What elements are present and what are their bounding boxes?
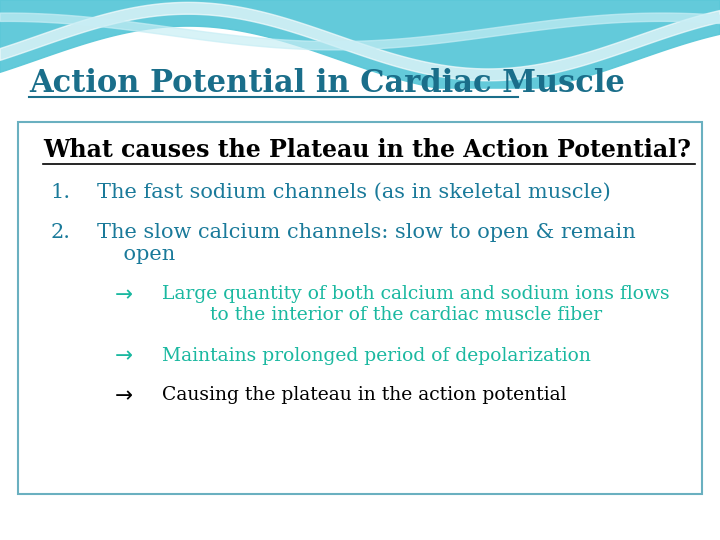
Text: Large quantity of both calcium and sodium ions flows
        to the interior of : Large quantity of both calcium and sodiu… (162, 285, 670, 324)
Text: →: → (115, 285, 133, 305)
Text: Action Potential in Cardiac Muscle: Action Potential in Cardiac Muscle (29, 68, 625, 98)
Text: Causing the plateau in the action potential: Causing the plateau in the action potent… (162, 386, 567, 404)
Text: 2.: 2. (50, 223, 71, 242)
FancyBboxPatch shape (18, 122, 702, 494)
Text: The slow calcium channels: slow to open & remain
    open: The slow calcium channels: slow to open … (97, 223, 636, 264)
Text: →: → (115, 386, 133, 406)
Text: What causes the Plateau in the Action Potential?: What causes the Plateau in the Action Po… (43, 138, 691, 161)
Text: 1.: 1. (50, 183, 71, 201)
Text: Maintains prolonged period of depolarization: Maintains prolonged period of depolariza… (162, 347, 591, 364)
Text: The fast sodium channels (as in skeletal muscle): The fast sodium channels (as in skeletal… (97, 183, 611, 201)
Text: →: → (115, 347, 133, 367)
